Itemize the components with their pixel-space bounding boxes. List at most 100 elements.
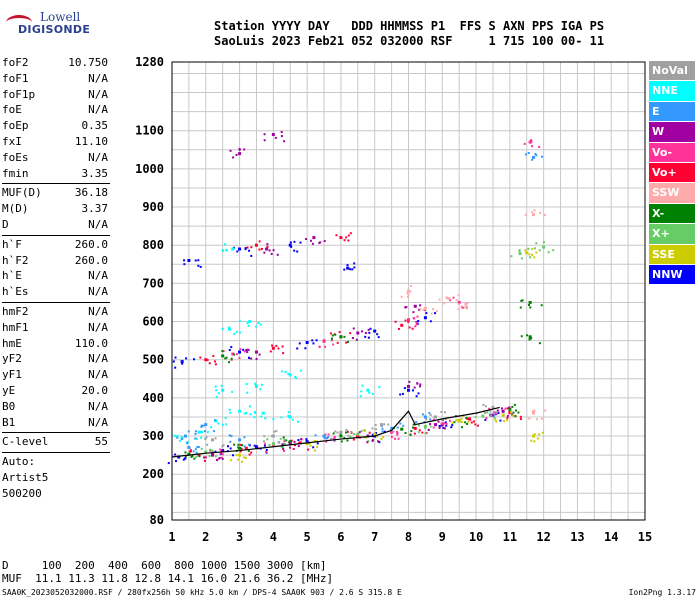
param-name: foF1p: [2, 87, 36, 101]
data-point-speckle: [214, 363, 217, 366]
data-point-speckle: [394, 437, 397, 440]
y-tick-label: 800: [142, 238, 164, 252]
y-tick-label: 1280: [135, 55, 164, 69]
data-point: [366, 434, 370, 438]
data-point: [407, 289, 410, 293]
data-point-speckle: [347, 234, 350, 237]
data-point-speckle: [377, 440, 380, 443]
separator: [2, 234, 110, 236]
data-point: [339, 434, 343, 438]
data-point-speckle: [316, 445, 319, 448]
data-point-speckle: [238, 148, 241, 151]
data-point-speckle: [345, 341, 348, 344]
data-point-speckle: [421, 413, 424, 416]
data-point-speckle: [398, 327, 401, 330]
data-point-speckle: [540, 304, 543, 307]
data-point: [187, 452, 191, 456]
data-point-speckle: [280, 130, 283, 133]
param-name: foF2: [2, 56, 29, 69]
data-point-speckle: [266, 243, 269, 246]
param-row: hmF1 N/A: [2, 321, 110, 337]
data-point-speckle: [406, 292, 409, 295]
legend-item-noval: NoVal: [649, 61, 695, 81]
data-point-speckle: [309, 444, 312, 447]
param-value: 110.0: [74, 336, 108, 350]
data-point: [238, 438, 242, 442]
data-point-speckle: [346, 439, 349, 442]
data-point-speckle: [466, 302, 469, 305]
param-value: 10.750: [68, 56, 108, 69]
series-vo: [188, 232, 522, 462]
data-point-speckle: [432, 426, 435, 429]
data-point-speckle: [429, 425, 432, 428]
data-point-speckle: [211, 453, 214, 456]
param-value: N/A: [88, 304, 108, 318]
data-point-speckle: [347, 434, 350, 437]
data-point-speckle: [332, 432, 335, 435]
data-point-speckle: [443, 427, 446, 430]
data-point: [261, 411, 265, 415]
data-point-speckle: [325, 440, 328, 443]
data-point-speckle: [367, 328, 370, 331]
data-point-speckle: [416, 322, 419, 325]
param-row: h`E N/A: [2, 269, 110, 285]
data-point-speckle: [470, 421, 473, 424]
data-point-speckle: [194, 432, 197, 435]
param-name: hmF2: [2, 304, 29, 318]
data-point: [532, 411, 536, 415]
data-point-speckle: [532, 213, 535, 216]
data-point-speckle: [380, 437, 383, 440]
data-point-speckle: [506, 416, 509, 419]
data-point: [346, 266, 350, 270]
data-point-speckle: [263, 435, 266, 438]
legend-item-vo: Vo+: [649, 162, 695, 183]
data-point-speckle: [206, 431, 209, 434]
data-point-speckle: [531, 410, 534, 413]
data-point-speckle: [238, 357, 241, 360]
data-point: [447, 297, 451, 301]
data-point-speckle: [215, 420, 218, 423]
data-point: [271, 133, 275, 137]
data-point-speckle: [329, 332, 332, 335]
data-point-speckle: [443, 411, 446, 414]
data-point: [238, 453, 242, 457]
data-point-speckle: [253, 416, 256, 419]
data-point-speckle: [530, 145, 533, 148]
data-point: [501, 409, 505, 413]
x-tick-label: 10: [469, 530, 483, 544]
data-point-speckle: [347, 340, 350, 343]
data-point-speckle: [192, 450, 195, 453]
data-point-speckle: [512, 414, 515, 417]
data-point-speckle: [387, 423, 390, 426]
data-point-speckle: [271, 344, 274, 347]
data-point-speckle: [272, 249, 275, 252]
data-point-speckle: [304, 347, 307, 350]
data-point-speckle: [217, 422, 220, 425]
data-point-speckle: [174, 453, 177, 456]
data-point-speckle: [460, 305, 463, 308]
data-point-speckle: [299, 241, 302, 244]
data-point-speckle: [530, 337, 533, 340]
data-point-speckle: [442, 419, 445, 422]
data-point-speckle: [196, 446, 199, 449]
data-point-speckle: [217, 392, 220, 395]
data-point-speckle: [527, 152, 530, 155]
data-point-speckle: [378, 441, 381, 444]
data-point-speckle: [247, 449, 250, 452]
data-point-speckle: [248, 405, 251, 408]
data-point-speckle: [429, 320, 432, 323]
data-point-speckle: [382, 436, 385, 439]
data-point-speckle: [318, 241, 321, 244]
data-point-speckle: [264, 417, 267, 420]
data-point-speckle: [390, 435, 393, 438]
data-point-speckle: [494, 418, 497, 421]
data-point: [542, 245, 546, 249]
params-group2: MUF(D) 36.18 M(D) 3.37 D N/A: [2, 186, 110, 233]
data-point-speckle: [412, 311, 415, 314]
data-point-speckle: [206, 443, 209, 446]
data-point-speckle: [250, 357, 253, 360]
data-point-speckle: [272, 418, 275, 421]
data-point-speckle: [296, 420, 299, 423]
data-point-speckle: [230, 435, 233, 438]
data-point-speckle: [228, 326, 231, 329]
